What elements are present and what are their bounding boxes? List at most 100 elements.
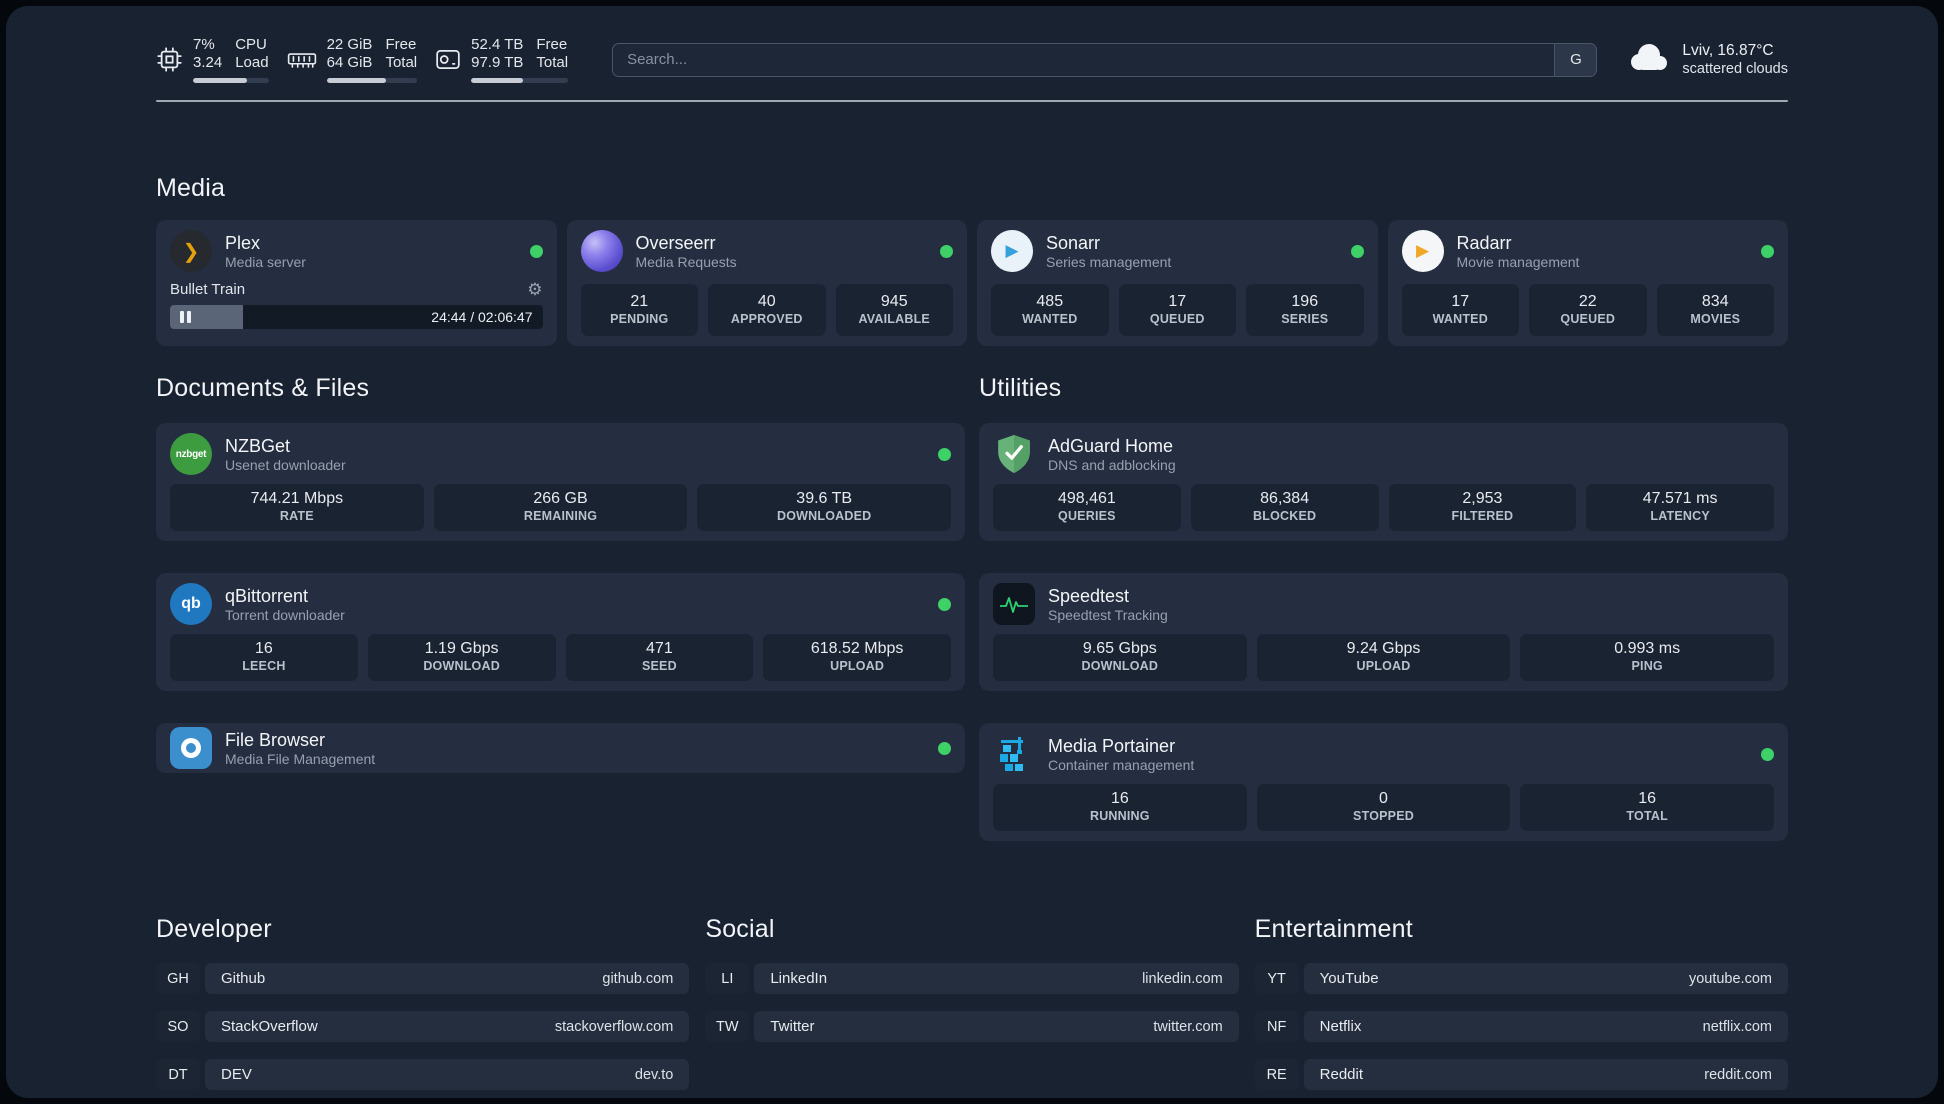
top-bar: 7% 3.24 CPU Load xyxy=(156,36,1788,83)
developer-bookmarks: Developer GH Github github.com SO StackO… xyxy=(156,915,690,1098)
weather-location: Lviv, 16.87°C xyxy=(1682,41,1774,59)
nzbget-wordmark: nzbget xyxy=(175,448,207,460)
weather-condition: scattered clouds xyxy=(1682,60,1788,77)
disk-usage-bar xyxy=(471,78,569,83)
app-name: qBittorrent xyxy=(225,585,309,606)
bookmark-url: twitter.com xyxy=(1153,1018,1223,1035)
bookmark-abbr: NF xyxy=(1254,1011,1299,1042)
weather-widget: Lviv, 16.87°C scattered clouds xyxy=(1625,41,1788,79)
cloud-icon xyxy=(1625,41,1671,78)
bookmark-name: LinkedIn xyxy=(770,970,828,987)
memory-usage-bar xyxy=(326,78,418,83)
bookmark-abbr: RE xyxy=(1254,1059,1299,1090)
cpu-label: CPU xyxy=(235,36,267,53)
app-name: Speedtest xyxy=(1048,585,1130,606)
stat-filtered: 2,953 FILTERED xyxy=(1388,484,1577,531)
bookmark-youtube[interactable]: YT YouTube youtube.com xyxy=(1254,963,1788,994)
bookmark-url: github.com xyxy=(602,970,674,987)
speedtest-card[interactable]: Speedtest Speedtest Tracking 9.65 Gbps D… xyxy=(979,573,1788,691)
app-name: AdGuard Home xyxy=(1048,435,1174,456)
adguard-shield-icon xyxy=(993,433,1035,475)
bookmark-url: reddit.com xyxy=(1704,1066,1772,1083)
bookmark-name: YouTube xyxy=(1319,970,1379,987)
playback-progress-bar: 24:44 / 02:06:47 xyxy=(170,305,543,329)
bookmark-name: Twitter xyxy=(770,1018,815,1035)
radarr-card[interactable]: ▶ Radarr Movie management 17 WANTED 22 Q… xyxy=(1387,220,1788,346)
search-input[interactable] xyxy=(613,43,1555,76)
stat-queued: 17 QUEUED xyxy=(1118,284,1236,336)
section-title-developer: Developer xyxy=(156,915,272,943)
stat-upload: 9.24 Gbps UPLOAD xyxy=(1256,634,1511,681)
stat-available: 945 AVAILABLE xyxy=(835,284,953,336)
bookmark-url: youtube.com xyxy=(1688,970,1772,987)
stat-stopped: 0 STOPPED xyxy=(1256,784,1511,831)
bookmark-twitter[interactable]: TW Twitter twitter.com xyxy=(705,1011,1239,1042)
bookmark-stackoverflow[interactable]: SO StackOverflow stackoverflow.com xyxy=(156,1011,690,1042)
portainer-card[interactable]: Media Portainer Container management 16 … xyxy=(979,723,1788,841)
app-name: Sonarr xyxy=(1046,232,1101,253)
bookmark-name: DEV xyxy=(221,1066,252,1083)
utilities-column: Utilities AdGuard Home DNS and adblockin… xyxy=(979,374,1788,841)
memory-free-value: 22 GiB xyxy=(326,36,373,53)
disk-free-value: 52.4 TB xyxy=(471,36,524,53)
social-bookmarks: Social LI LinkedIn linkedin.com TW Twitt… xyxy=(705,915,1239,1098)
adguard-card[interactable]: AdGuard Home DNS and adblocking 498,461 … xyxy=(979,423,1788,541)
nzbget-icon: nzbget xyxy=(170,433,212,475)
stat-remaining: 266 GB REMAINING xyxy=(433,484,688,531)
app-subtitle: Media File Management xyxy=(225,750,376,767)
now-playing-title: Bullet Train xyxy=(170,281,246,298)
disk-widget: 52.4 TB 97.9 TB Free Total xyxy=(435,36,569,83)
bookmark-name: StackOverflow xyxy=(221,1018,318,1035)
section-title-documents: Documents & Files xyxy=(156,374,370,402)
cpu-usage-bar xyxy=(193,78,269,83)
stat-movies: 834 MOVIES xyxy=(1656,284,1774,336)
plex-glyph: ❯ xyxy=(182,240,200,263)
bookmark-netflix[interactable]: NF Netflix netflix.com xyxy=(1254,1011,1788,1042)
bookmark-linkedin[interactable]: LI LinkedIn linkedin.com xyxy=(705,963,1239,994)
app-subtitle: Container management xyxy=(1048,756,1195,773)
status-dot xyxy=(938,597,951,611)
bookmark-name: Reddit xyxy=(1319,1066,1364,1083)
bookmark-github[interactable]: GH Github github.com xyxy=(156,963,690,994)
radarr-icon: ▶ xyxy=(1401,230,1444,272)
memory-ram-icon xyxy=(287,49,317,71)
qbittorrent-card[interactable]: qb qBittorrent Torrent downloader 16 LEE… xyxy=(156,573,965,691)
overseerr-card[interactable]: Overseerr Media Requests 21 PENDING 40 A… xyxy=(566,220,967,346)
sonarr-glyph: ▶ xyxy=(1005,241,1019,260)
cpu-chip-icon xyxy=(156,46,183,73)
plex-card[interactable]: ❯ Plex Media server Bullet Train ⚙ 24:44… xyxy=(156,220,557,346)
playback-time: 24:44 / 02:06:47 xyxy=(431,309,533,325)
cpu-load-label: Load xyxy=(235,54,269,71)
sonarr-card[interactable]: ▶ Sonarr Series management 485 WANTED 17… xyxy=(977,220,1378,346)
bookmark-abbr: TW xyxy=(705,1011,750,1042)
memory-total-label: Total xyxy=(385,54,418,71)
bookmark-dev[interactable]: DT DEV dev.to xyxy=(156,1059,690,1090)
status-dot xyxy=(938,741,951,755)
stat-series: 196 SERIES xyxy=(1246,284,1364,336)
app-subtitle: DNS and adblocking xyxy=(1048,456,1176,473)
app-name: Radarr xyxy=(1456,232,1512,253)
bookmark-name: Netflix xyxy=(1319,1018,1362,1035)
cpu-load-value: 3.24 xyxy=(193,54,223,71)
nzbget-card[interactable]: nzbget NZBGet Usenet downloader 744.21 M… xyxy=(156,423,965,541)
filebrowser-card[interactable]: File Browser Media File Management xyxy=(156,723,965,773)
stat-leech: 16 LEECH xyxy=(170,634,358,681)
stat-queries: 498,461 QUERIES xyxy=(993,484,1181,531)
stat-running: 16 RUNNING xyxy=(993,784,1247,831)
app-subtitle: Media server xyxy=(225,253,306,270)
bookmark-reddit[interactable]: RE Reddit reddit.com xyxy=(1254,1059,1788,1090)
now-playing-row: Bullet Train ⚙ xyxy=(170,281,543,298)
sonarr-icon: ▶ xyxy=(991,230,1033,272)
stat-rate: 744.21 Mbps RATE xyxy=(170,484,424,531)
stat-downloaded: 39.6 TB DOWNLOADED xyxy=(697,484,952,531)
stat-upload: 618.52 Mbps UPLOAD xyxy=(763,634,951,681)
plex-icon: ❯ xyxy=(170,230,212,272)
search-engine-button[interactable]: G xyxy=(1554,43,1597,76)
section-title-media: Media xyxy=(156,174,226,202)
bookmark-abbr: LI xyxy=(705,963,750,994)
gear-icon[interactable]: ⚙ xyxy=(527,280,543,299)
disk-total-label: Total xyxy=(536,54,569,71)
stat-queued: 22 QUEUED xyxy=(1529,284,1647,336)
memory-widget: 22 GiB 64 GiB Free Total xyxy=(287,36,418,83)
header-divider xyxy=(156,100,1788,102)
